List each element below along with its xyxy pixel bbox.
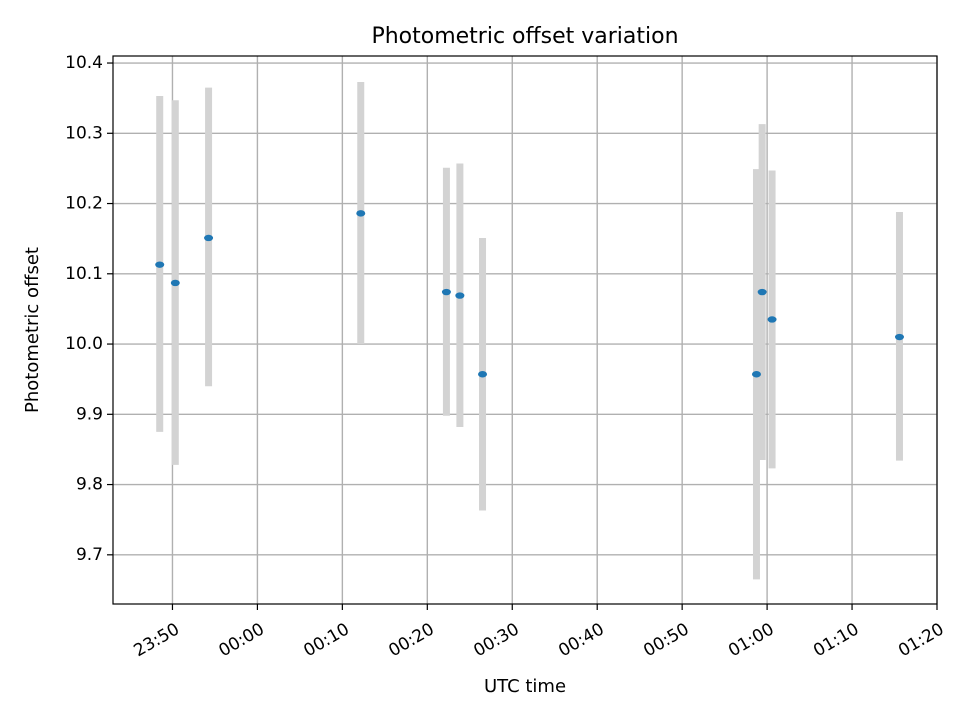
y-tick-label: 10.3 bbox=[65, 123, 103, 143]
data-point-3 bbox=[356, 210, 366, 217]
y-axis-label: Photometric offset bbox=[22, 247, 43, 413]
y-tick-label: 10.2 bbox=[65, 194, 103, 214]
data-point-4 bbox=[441, 288, 451, 296]
y-tick-label: 10.4 bbox=[65, 53, 103, 73]
y-tick-label: 9.9 bbox=[76, 404, 103, 424]
point-layer bbox=[155, 210, 904, 378]
y-tick-label: 10.0 bbox=[65, 334, 103, 354]
plot-frame bbox=[112, 55, 938, 605]
data-point-0 bbox=[155, 261, 165, 268]
data-point-9 bbox=[767, 316, 777, 323]
y-tick-label: 9.7 bbox=[76, 545, 103, 565]
data-point-10 bbox=[894, 333, 904, 341]
y-tick-label: 9.8 bbox=[76, 475, 103, 495]
data-point-1 bbox=[170, 279, 180, 287]
data-point-5 bbox=[455, 292, 465, 299]
data-point-2 bbox=[204, 234, 214, 242]
data-point-6 bbox=[478, 371, 488, 378]
x-axis-label: UTC time bbox=[484, 676, 566, 697]
data-point-8 bbox=[757, 288, 767, 296]
chart-title: Photometric offset variation bbox=[371, 24, 678, 49]
data-point-7 bbox=[751, 371, 761, 378]
y-tick-label: 10.1 bbox=[65, 264, 103, 284]
